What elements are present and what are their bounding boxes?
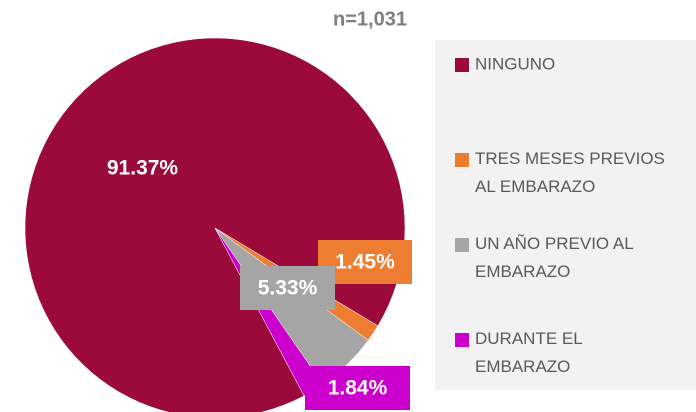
legend-swatch: [455, 333, 469, 347]
legend-label: NINGUNO: [475, 54, 555, 73]
legend-line: DURANTE EL: [475, 329, 583, 348]
pie-slice: [24, 37, 406, 412]
legend-label: TRES MESES PREVIOS AL EMBARAZO: [475, 149, 665, 196]
data-label-box: [85, 150, 200, 186]
data-label-box: [240, 266, 335, 310]
data-label: 1.84%: [328, 377, 388, 400]
legend-line: TRES MESES PREVIOS: [475, 149, 665, 168]
legend-panel: [435, 40, 696, 390]
data-label-box: [305, 366, 410, 410]
legend-line: AL EMBARAZO: [475, 177, 595, 196]
legend-swatch: [455, 58, 469, 72]
legend-line: UN AÑO PREVIO AL: [475, 234, 634, 253]
legend-swatch: [455, 153, 469, 167]
chart-title: n=1,031: [333, 8, 407, 30]
data-label: 5.33%: [258, 277, 318, 300]
legend-swatch: [455, 238, 469, 252]
legend-label: DURANTE EL EMBARAZO: [475, 329, 583, 376]
legend-label: UN AÑO PREVIO AL EMBARAZO: [475, 234, 634, 281]
data-label: 1.45%: [335, 251, 395, 274]
legend-line: EMBARAZO: [475, 262, 570, 281]
data-label: 91.37%: [107, 157, 179, 180]
legend-line: EMBARAZO: [475, 357, 570, 376]
